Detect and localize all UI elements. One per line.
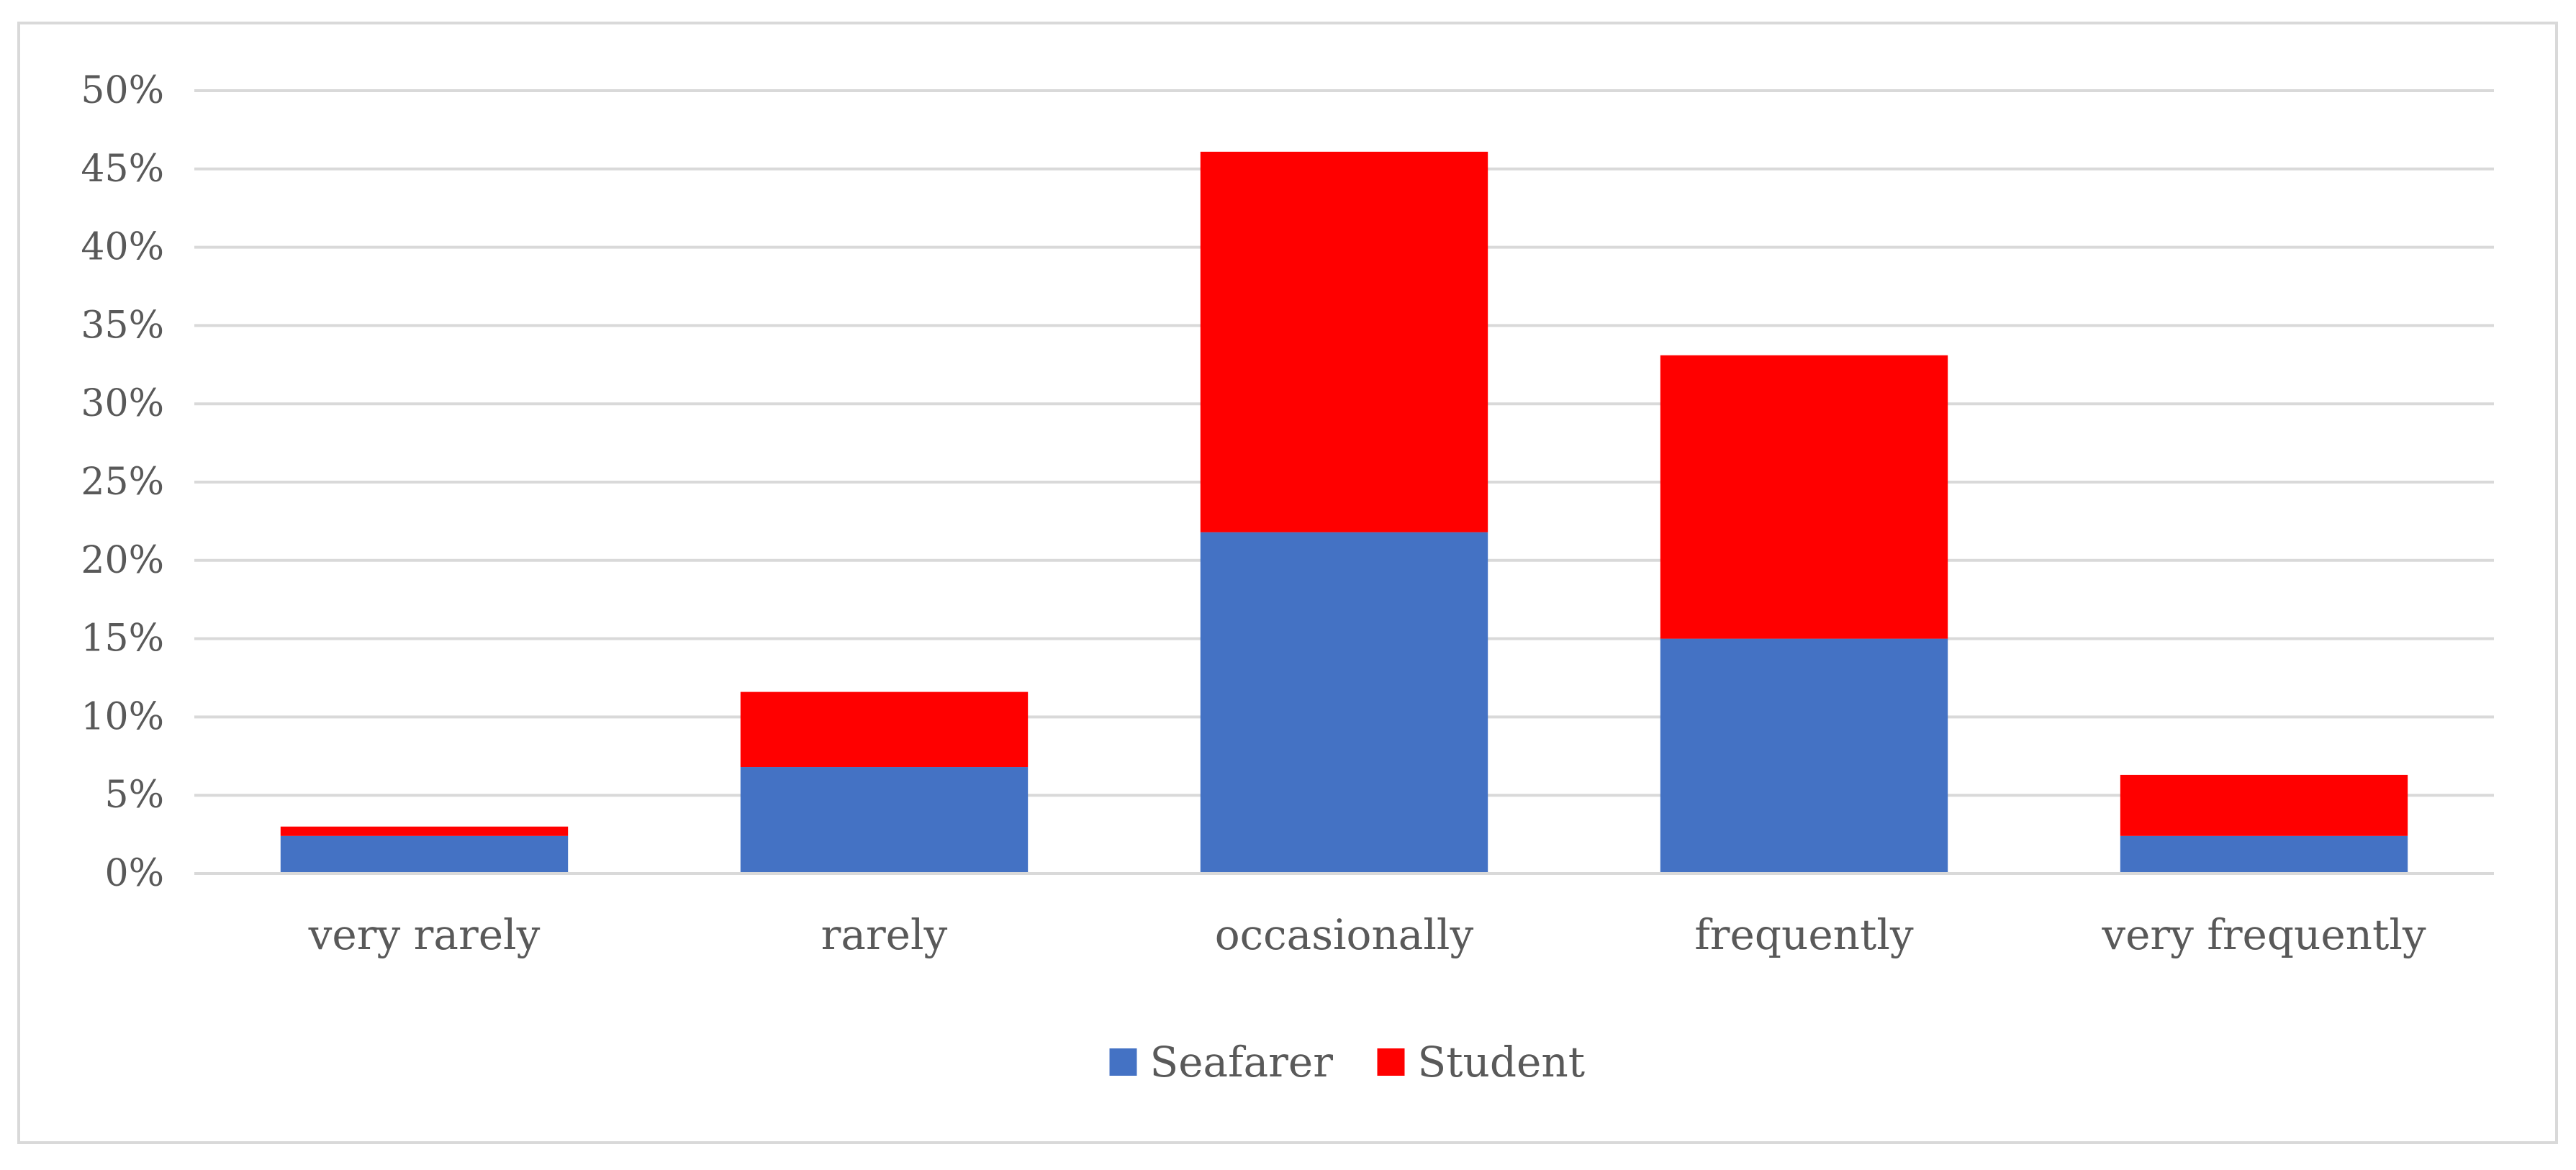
- bar-student-rarely: [740, 691, 1029, 768]
- y-tick-label: 50%: [81, 69, 164, 112]
- x-category-label: very frequently: [2101, 910, 2426, 959]
- legend-swatch-student: [1377, 1048, 1405, 1076]
- x-category-label: very rarely: [308, 910, 541, 959]
- y-axis-tick-labels: 0% 5% 10% 15% 20% 25% 30% 35% 40% 45% 50%: [81, 69, 164, 895]
- chart-frame: 0% 5% 10% 15% 20% 25% 30% 35% 40% 45% 50% very rar…: [17, 22, 2558, 1144]
- bar-student-occasionally: [1200, 151, 1488, 532]
- x-axis-category-labels: very rarely rarely occasionally frequently v…: [308, 910, 2426, 959]
- bar-seafarer-frequently: [1660, 638, 1948, 874]
- y-tick-label: 0%: [105, 852, 165, 895]
- x-category-label: occasionally: [1215, 910, 1474, 959]
- y-tick-label: 30%: [81, 382, 164, 425]
- y-tick-label: 15%: [81, 617, 164, 661]
- bar-seafarer-very-rarely: [280, 835, 569, 874]
- y-tick-label: 5%: [105, 774, 165, 817]
- bar-seafarer-very-frequently: [2120, 835, 2408, 874]
- x-category-label: frequently: [1694, 910, 1914, 959]
- y-tick-label: 20%: [81, 539, 164, 582]
- bar-seafarer-rarely: [740, 767, 1029, 874]
- stacked-bar-chart: 0% 5% 10% 15% 20% 25% 30% 35% 40% 45% 50% very rar…: [81, 69, 2494, 1087]
- legend-swatch-seafarer: [1109, 1048, 1137, 1076]
- y-tick-label: 25%: [81, 461, 164, 504]
- bar-student-very-rarely: [280, 826, 569, 836]
- y-tick-label: 40%: [81, 226, 164, 269]
- bar-student-frequently: [1660, 355, 1948, 639]
- bars: [280, 151, 2408, 874]
- legend: Seafarer Student: [1109, 1038, 1586, 1087]
- y-tick-label: 10%: [81, 695, 164, 738]
- legend-label-student: Student: [1418, 1038, 1586, 1087]
- bar-seafarer-occasionally: [1200, 532, 1488, 874]
- x-category-label: rarely: [821, 910, 948, 959]
- bar-student-very-frequently: [2120, 774, 2408, 836]
- y-tick-label: 35%: [81, 304, 164, 347]
- legend-label-seafarer: Seafarer: [1150, 1038, 1334, 1087]
- y-tick-label: 45%: [81, 148, 164, 191]
